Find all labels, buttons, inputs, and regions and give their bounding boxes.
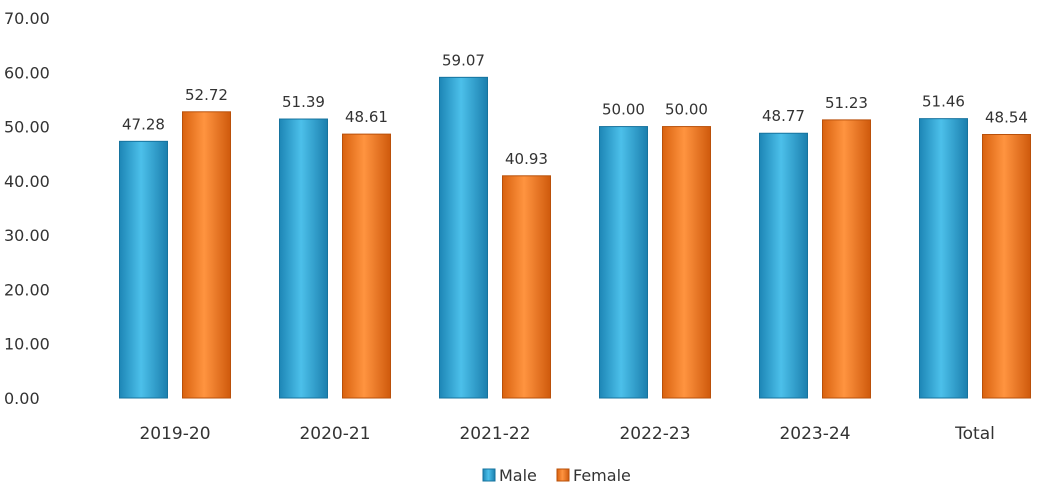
y-tick-label: 70.00 [4,9,50,28]
bar-female-2023-24 [822,119,871,399]
data-label: 48.61 [345,108,388,126]
data-label: 52.72 [185,86,228,104]
x-tick-label: 2019-20 [139,424,210,444]
y-tick-label: 30.00 [4,226,50,245]
x-tick-label: 2023-24 [779,424,850,444]
legend-swatch-female [556,468,570,482]
legend-label-female: Female [573,466,631,485]
x-tick-label: 2020-21 [299,424,370,444]
data-labels: 47.28 52.72 51.39 48.61 59.07 40.93 50.00 50.00… [122,51,1028,167]
bar-female-2019-20 [182,111,231,399]
legend-swatch-male [482,468,496,482]
y-tick-label: 60.00 [4,63,50,82]
bar-male-total [919,118,968,399]
x-tick-label: 2022-23 [619,424,690,444]
data-label: 47.28 [122,115,165,133]
y-tick-label: 0.00 [4,389,40,408]
data-label: 48.77 [762,107,805,125]
bar-male-2022-23 [599,126,648,399]
data-label: 51.39 [282,93,325,111]
y-tick-label: 10.00 [4,335,50,354]
y-tick-label: 40.00 [4,172,50,191]
data-label: 51.46 [922,93,965,111]
x-tick-label: Total [954,424,995,444]
bar-female-2022-23 [662,126,711,399]
y-tick-label: 50.00 [4,118,50,137]
bar-male-2021-22 [439,76,488,399]
y-axis: 0.00 10.00 20.00 30.00 40.00 50.00 60.00 70.00 [4,9,50,408]
x-axis: 2019-20 2020-21 2021-22 2022-23 2023-24 Total [139,424,994,444]
bar-female-total [982,133,1031,399]
bar-male-2019-20 [119,140,168,399]
data-label: 50.00 [665,101,708,119]
x-tick-label: 2021-22 [459,424,530,444]
data-label: 51.23 [825,94,868,112]
bar-male-2020-21 [279,118,328,399]
data-label: 59.07 [442,51,485,69]
bar-female-2020-21 [342,133,391,399]
bar-male-2023-24 [759,132,808,399]
data-label: 50.00 [602,101,645,119]
legend-label-male: Male [499,466,537,485]
bars [119,76,1031,399]
data-label: 48.54 [985,108,1028,126]
data-label: 40.93 [505,150,548,168]
legend: Male Female [482,466,631,485]
bar-female-2021-22 [502,175,551,399]
y-tick-label: 20.00 [4,280,50,299]
